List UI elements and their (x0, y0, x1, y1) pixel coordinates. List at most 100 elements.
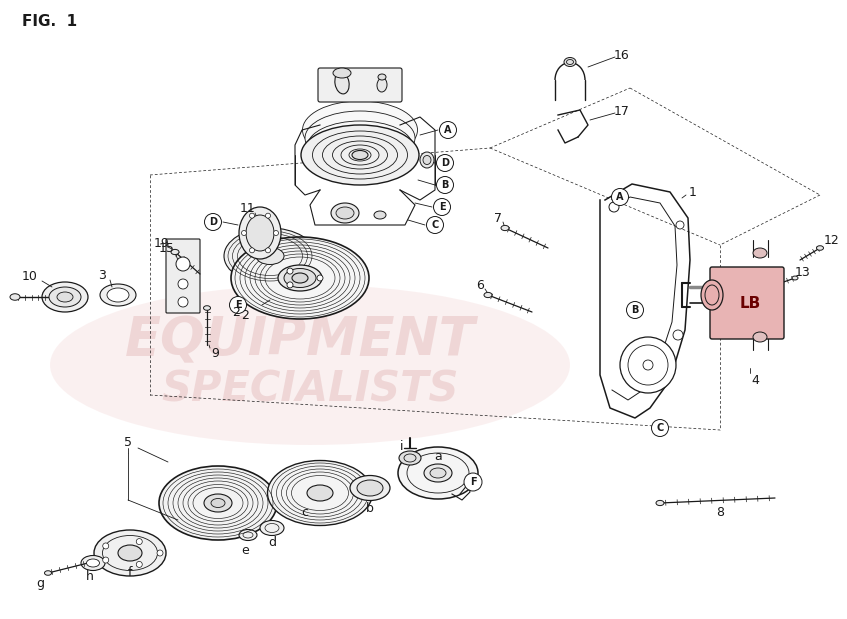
Ellipse shape (335, 72, 349, 94)
Circle shape (178, 297, 188, 307)
Text: FIG.  1: FIG. 1 (22, 14, 77, 29)
Circle shape (651, 420, 668, 436)
Ellipse shape (100, 284, 136, 306)
Text: 7: 7 (494, 212, 502, 225)
Ellipse shape (792, 276, 798, 280)
Ellipse shape (357, 480, 383, 496)
Ellipse shape (278, 265, 322, 291)
Text: 2: 2 (241, 308, 249, 321)
Circle shape (157, 550, 163, 556)
Circle shape (464, 473, 482, 491)
FancyBboxPatch shape (710, 267, 784, 339)
Ellipse shape (430, 468, 446, 478)
Ellipse shape (564, 58, 576, 66)
Ellipse shape (204, 494, 232, 512)
Ellipse shape (211, 498, 225, 508)
Ellipse shape (423, 155, 431, 165)
Ellipse shape (42, 282, 88, 312)
Ellipse shape (292, 273, 308, 283)
Text: E: E (235, 300, 241, 310)
Ellipse shape (420, 152, 434, 168)
Ellipse shape (378, 74, 386, 80)
Circle shape (176, 257, 190, 271)
Ellipse shape (377, 78, 387, 92)
Ellipse shape (352, 150, 368, 160)
Text: 12: 12 (824, 233, 840, 246)
Ellipse shape (302, 101, 418, 159)
Ellipse shape (94, 530, 166, 576)
Ellipse shape (753, 332, 767, 342)
Ellipse shape (203, 306, 211, 310)
Circle shape (609, 202, 619, 212)
Ellipse shape (246, 215, 274, 251)
Text: 8: 8 (716, 506, 724, 519)
Text: g: g (36, 576, 44, 589)
Circle shape (250, 248, 254, 253)
Ellipse shape (307, 485, 333, 501)
Circle shape (436, 176, 453, 194)
Text: A: A (444, 125, 451, 135)
Text: SPECIALISTS: SPECIALISTS (161, 369, 459, 411)
Circle shape (434, 199, 451, 215)
Circle shape (317, 275, 323, 281)
Ellipse shape (501, 225, 509, 231)
Text: 17: 17 (614, 105, 630, 118)
Ellipse shape (753, 248, 767, 258)
Ellipse shape (284, 269, 316, 287)
Ellipse shape (268, 461, 373, 526)
Text: D: D (441, 158, 449, 168)
Circle shape (204, 214, 222, 230)
Circle shape (265, 248, 270, 253)
Circle shape (287, 268, 293, 274)
Text: B: B (631, 305, 639, 315)
Text: 3: 3 (98, 269, 106, 282)
Ellipse shape (86, 559, 99, 567)
Circle shape (620, 337, 676, 393)
Ellipse shape (239, 529, 257, 540)
Ellipse shape (239, 207, 281, 259)
Ellipse shape (313, 141, 407, 183)
Circle shape (230, 297, 246, 313)
Ellipse shape (336, 207, 354, 219)
Text: F: F (470, 477, 476, 487)
FancyBboxPatch shape (318, 68, 402, 102)
Ellipse shape (45, 571, 52, 575)
Ellipse shape (50, 285, 570, 445)
Ellipse shape (260, 521, 284, 535)
Text: d: d (268, 537, 276, 550)
Circle shape (102, 557, 108, 563)
Text: 19: 19 (154, 236, 170, 249)
Circle shape (102, 543, 108, 549)
Ellipse shape (398, 447, 478, 499)
Text: B: B (441, 180, 449, 190)
Text: b: b (366, 501, 374, 514)
Circle shape (274, 230, 279, 235)
Ellipse shape (305, 111, 415, 165)
Text: e: e (241, 543, 249, 556)
Circle shape (265, 213, 270, 218)
Text: 1: 1 (689, 186, 697, 199)
Ellipse shape (256, 248, 284, 264)
Ellipse shape (224, 228, 316, 284)
Ellipse shape (159, 466, 277, 540)
Ellipse shape (171, 249, 179, 254)
Circle shape (178, 279, 188, 289)
Text: D: D (209, 217, 217, 227)
Text: C: C (656, 423, 664, 433)
Ellipse shape (374, 211, 386, 219)
Text: A: A (617, 192, 623, 202)
Ellipse shape (301, 125, 419, 185)
Ellipse shape (310, 131, 410, 177)
Circle shape (612, 189, 628, 206)
Text: 13: 13 (795, 266, 811, 279)
Ellipse shape (350, 475, 390, 501)
Text: i: i (401, 441, 404, 454)
Text: 9: 9 (211, 347, 219, 360)
Circle shape (440, 121, 457, 139)
Text: 5: 5 (124, 436, 132, 449)
Ellipse shape (331, 203, 359, 223)
Circle shape (136, 539, 142, 545)
Ellipse shape (817, 246, 823, 250)
Text: c: c (302, 506, 308, 519)
Circle shape (250, 213, 254, 218)
